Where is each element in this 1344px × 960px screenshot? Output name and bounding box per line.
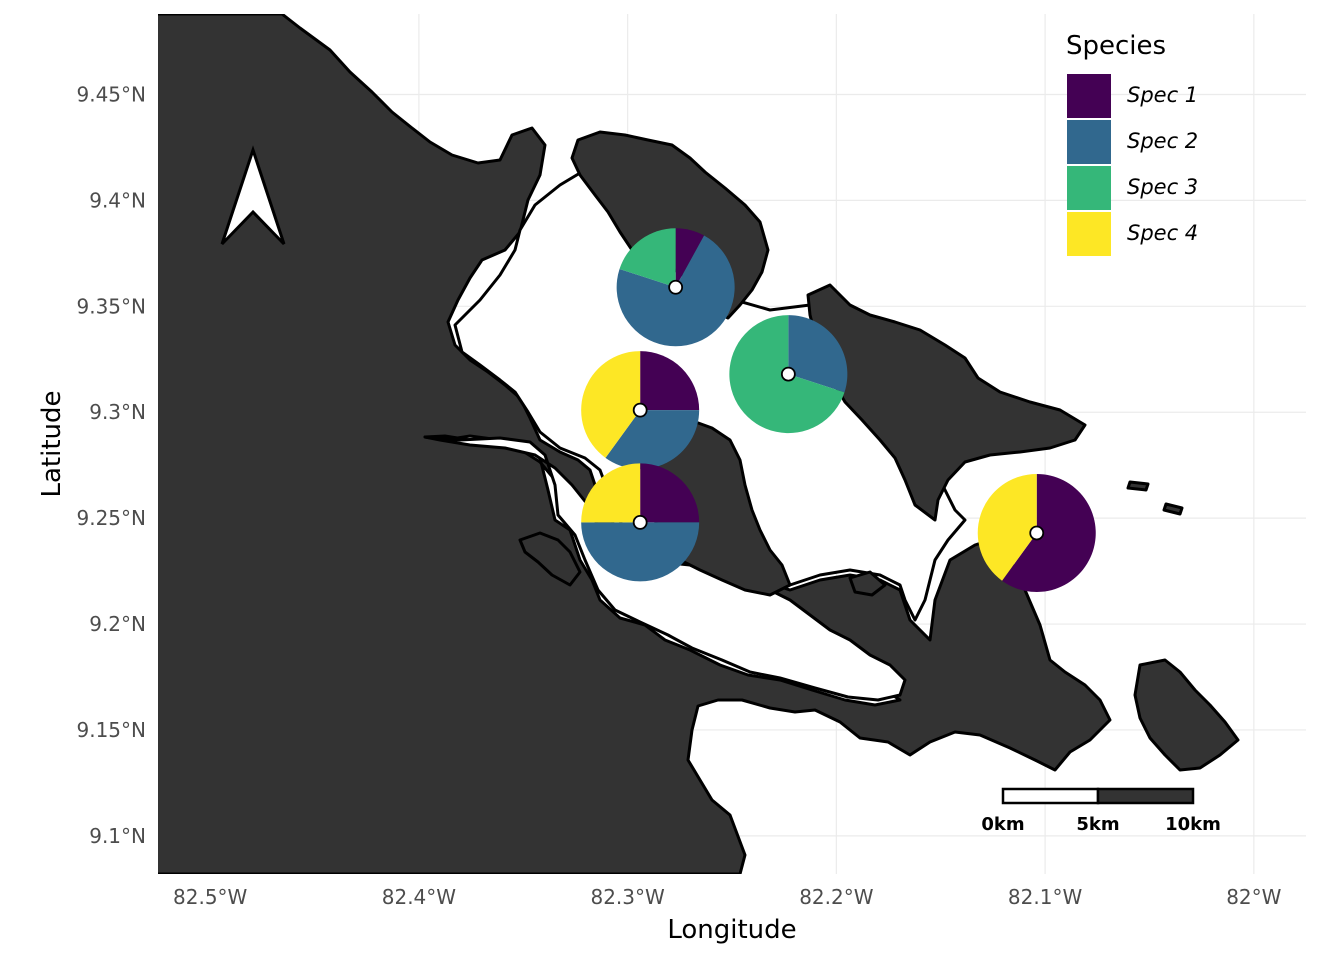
x-tick-label: 82.1°W <box>1008 885 1083 909</box>
x-tick-label: 82°W <box>1226 885 1281 909</box>
pie-slice-spec-3 <box>619 228 676 288</box>
legend-label-1: Spec 1 <box>1127 83 1198 107</box>
y-tick-label: 9.15°N <box>77 718 147 742</box>
y-tick-label: 9.25°N <box>77 506 147 530</box>
scale-label-10: 10km <box>1165 814 1221 835</box>
pie-slice-spec-2 <box>605 410 700 470</box>
y-tick-label: 9.3°N <box>89 400 146 424</box>
islet-2 <box>1126 480 1150 492</box>
site-point <box>780 366 796 382</box>
site-point <box>632 514 648 530</box>
legend-swatch-1 <box>1067 74 1111 118</box>
x-tick-label: 82.2°W <box>799 885 874 909</box>
site-pie-5 <box>977 473 1096 592</box>
legend-label-2: Spec 2 <box>1127 129 1198 153</box>
site-pie-3 <box>581 351 700 470</box>
pie-slice-spec-1 <box>1002 473 1096 592</box>
y-tick-label: 9.35°N <box>77 294 147 318</box>
x-axis-title: Longitude <box>667 915 796 945</box>
islet-4 <box>848 570 887 597</box>
pie-slice-spec-1 <box>640 351 700 411</box>
islet-3 <box>1162 502 1184 516</box>
pie-slice-spec-4 <box>581 463 641 523</box>
y-tick-label: 9.4°N <box>89 188 146 212</box>
site-pie-2 <box>729 315 848 434</box>
scale-label-5: 5km <box>1076 814 1119 835</box>
x-tick-label: 82.5°W <box>173 885 248 909</box>
legend-swatch-3 <box>1067 166 1111 210</box>
site-point <box>1029 525 1045 541</box>
y-tick-label: 9.2°N <box>89 612 146 636</box>
pie-slice-spec-4 <box>977 473 1037 581</box>
legend: Species Spec 1 Spec 2 Spec 3 Spec 4 <box>1066 31 1198 256</box>
y-tick-label: 9.1°N <box>89 824 146 848</box>
legend-title: Species <box>1066 31 1166 61</box>
legend-label-4: Spec 4 <box>1127 221 1198 245</box>
scale-bar: 0km 5km 10km <box>981 787 1221 835</box>
east-island <box>806 283 1087 522</box>
pie-slice-spec-1 <box>675 228 705 288</box>
site-point <box>632 402 648 418</box>
x-tick-label: 82.3°W <box>590 885 665 909</box>
east-island-small <box>1133 658 1240 772</box>
site-pie-1 <box>616 228 735 347</box>
site-pie-4 <box>581 463 700 582</box>
scale-label-0: 0km <box>981 814 1024 835</box>
pie-slice-spec-4 <box>581 351 641 458</box>
x-tick-label: 82.4°W <box>382 885 457 909</box>
north-arrow-icon <box>220 145 286 246</box>
pie-slice-spec-1 <box>640 463 700 523</box>
pie-slice-spec-2 <box>788 315 848 393</box>
x-tick-labels: 82.5°W 82.4°W 82.3°W 82.2°W 82.1°W 82°W <box>173 885 1282 909</box>
islet-1 <box>518 531 582 587</box>
legend-swatch-4 <box>1067 212 1111 256</box>
y-tick-labels: 9.45°N 9.4°N 9.35°N 9.3°N 9.25°N 9.2°N 9.15°N 9… <box>77 82 147 847</box>
legend-swatch-2 <box>1067 120 1111 164</box>
site-pies <box>581 228 1096 592</box>
legend-label-3: Spec 3 <box>1127 175 1198 199</box>
site-point <box>668 279 684 295</box>
y-axis-title: Latitude <box>37 390 67 497</box>
y-tick-label: 9.45°N <box>77 82 147 106</box>
pie-slice-spec-2 <box>581 522 700 582</box>
